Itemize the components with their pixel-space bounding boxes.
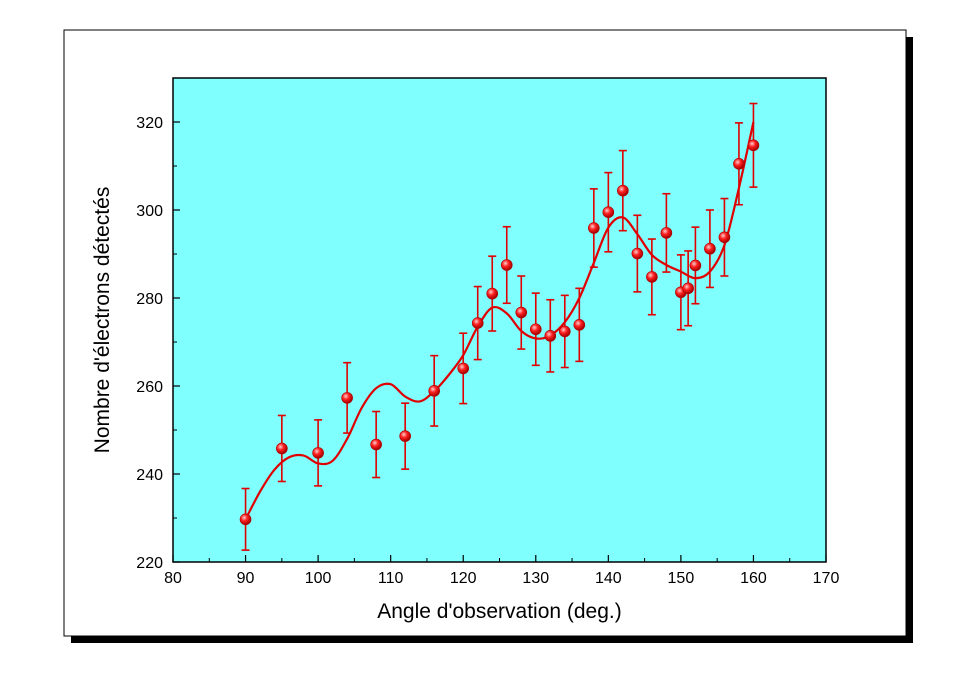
y-tick-label: 260 [136, 379, 163, 396]
data-point [689, 259, 702, 272]
y-axis-title: Nombre d'électrons détectés [91, 187, 114, 454]
data-point [428, 385, 441, 397]
data-point [733, 158, 745, 170]
data-point [486, 287, 499, 300]
x-tick-label: 100 [305, 570, 332, 587]
data-points [239, 139, 760, 526]
y-tick-label: 300 [136, 203, 163, 220]
data-point [631, 247, 644, 260]
y-tick-label: 320 [136, 115, 163, 132]
fit-curve-layer [244, 121, 755, 520]
y-tick-label: 240 [136, 467, 163, 484]
data-point [617, 184, 629, 197]
data-point [718, 231, 731, 244]
x-tick-label: 110 [378, 570, 404, 587]
y-tick-label: 220 [136, 555, 163, 572]
data-point [471, 317, 484, 329]
plot-area [172, 77, 827, 563]
data-point [646, 271, 658, 283]
data-point [704, 242, 716, 255]
data-point [544, 330, 557, 342]
x-tick-label: 170 [813, 570, 840, 587]
fit-curve [244, 121, 755, 520]
data-point [500, 259, 513, 271]
data-point [341, 392, 353, 404]
x-tick-label: 150 [668, 570, 695, 587]
data-point [457, 362, 470, 375]
x-tick-label: 120 [450, 570, 477, 587]
y-tick-label: 280 [136, 291, 163, 308]
data-point [239, 513, 252, 526]
data-point [276, 442, 288, 455]
data-point [573, 319, 586, 331]
data-point [588, 222, 600, 234]
data-point [747, 139, 760, 152]
data-point [529, 323, 542, 336]
data-point [660, 227, 673, 239]
ticks: 80 90 100 110 120 130 140 150 160 170 220 240 260 280… [136, 115, 839, 587]
x-axis-title: Angle d'observation (deg.) [377, 600, 622, 623]
data-point [602, 206, 615, 218]
x-tick-label: 130 [522, 570, 549, 587]
x-tick-label: 160 [740, 570, 767, 587]
data-point [312, 447, 324, 459]
data-point [370, 438, 382, 451]
x-tick-label: 140 [595, 570, 622, 587]
x-tick-label: 90 [237, 570, 255, 587]
x-tick-label: 80 [164, 570, 182, 587]
data-point [515, 306, 528, 319]
data-point [682, 282, 694, 295]
data-point [558, 325, 571, 338]
data-point [399, 430, 411, 442]
